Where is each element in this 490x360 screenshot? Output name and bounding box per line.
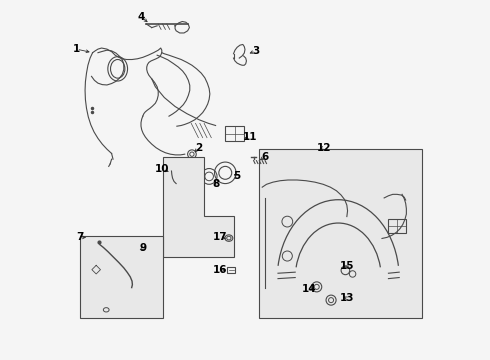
Bar xyxy=(389,220,406,233)
Text: 4: 4 xyxy=(137,12,145,22)
Bar xyxy=(225,126,244,141)
Text: 12: 12 xyxy=(317,143,331,153)
Text: 14: 14 xyxy=(302,284,317,294)
Text: 15: 15 xyxy=(340,261,354,271)
Text: 9: 9 xyxy=(139,243,147,253)
Text: 17: 17 xyxy=(213,232,227,242)
Text: 10: 10 xyxy=(155,164,170,174)
Text: 11: 11 xyxy=(243,132,258,142)
Text: 2: 2 xyxy=(195,143,202,153)
Text: 16: 16 xyxy=(213,265,227,275)
Bar xyxy=(259,149,422,318)
Text: 1: 1 xyxy=(73,44,80,54)
Text: 13: 13 xyxy=(340,293,354,303)
Polygon shape xyxy=(163,157,234,257)
Bar xyxy=(80,235,163,318)
Text: 6: 6 xyxy=(261,152,269,162)
Text: 8: 8 xyxy=(213,179,220,189)
Text: 5: 5 xyxy=(234,171,241,181)
Text: 3: 3 xyxy=(252,46,259,56)
Text: 7: 7 xyxy=(76,232,84,242)
Bar xyxy=(227,267,235,273)
